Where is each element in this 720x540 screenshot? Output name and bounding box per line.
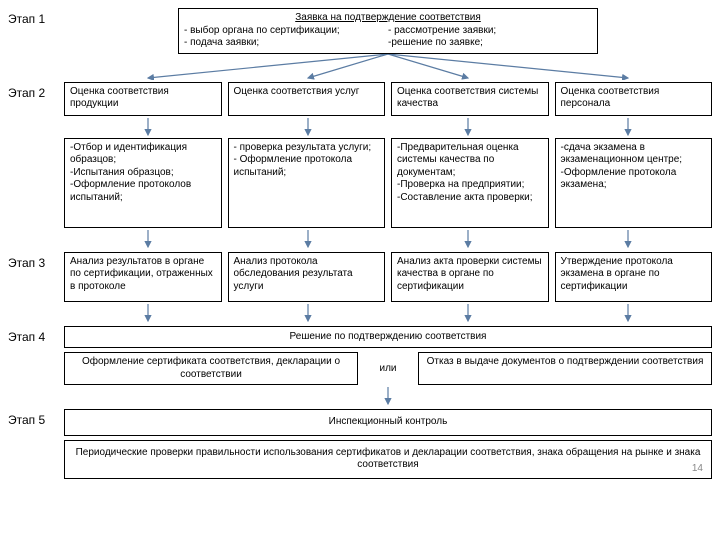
s2-detail-1: - проверка результата услуги; - Оформлен… (228, 138, 386, 228)
stage-4-left: Оформление сертификата соответствия, дек… (64, 352, 358, 385)
arrows-s4 (64, 385, 712, 407)
stage-4-or: или (358, 352, 418, 385)
stage-2-details: -Отбор и идентификация образцов; -Испыта… (64, 138, 712, 228)
stage-4-right: Отказ в выдаче документов о подтверждени… (418, 352, 712, 385)
stage-5-body-text: Периодические проверки правильности испо… (76, 447, 701, 471)
s3-item-2: Анализ акта проверки системы качества в … (391, 252, 549, 302)
s3-item-3: Утверждение протокола экзамена в органе … (555, 252, 713, 302)
stage-1-row: Этап 1 Заявка на подтверждение соответст… (8, 8, 712, 80)
stage-4-title-box: Решение по подтверждению соответствия (64, 326, 712, 349)
s3-item-1: Анализ протокола обследования результата… (228, 252, 386, 302)
stage-1-right-col: - рассмотрение заявки; -решение по заявк… (388, 25, 592, 50)
stage-3-items: Анализ результатов в органе по сертифика… (64, 252, 712, 302)
stage-3-content: Анализ результатов в органе по сертифика… (64, 252, 712, 324)
stage-2-label: Этап 2 (8, 82, 64, 100)
stage-4-sub: Оформление сертификата соответствия, дек… (64, 352, 712, 385)
s2-header-1: Оценка соответствия услуг (228, 82, 386, 116)
s2-header-0: Оценка соответствия продукции (64, 82, 222, 116)
stage-5-label: Этап 5 (8, 409, 64, 427)
page-number: 14 (692, 463, 703, 476)
stage-4-content: Решение по подтверждению соответствия Оф… (64, 326, 712, 408)
stage-1-content: Заявка на подтверждение соответствия - в… (64, 8, 712, 80)
stage-5-row: Этап 5 Инспекционный контроль Периодичес… (8, 409, 712, 479)
s2-detail-3: -сдача экзамена в экзаменационном центре… (555, 138, 713, 228)
stage-1-box: Заявка на подтверждение соответствия - в… (178, 8, 598, 54)
stage-5-body-box: Периодические проверки правильности испо… (64, 440, 712, 479)
stage-3-row: Этап 3 Анализ результатов в органе по се… (8, 252, 712, 324)
stage-4-row: Этап 4 Решение по подтверждению соответс… (8, 326, 712, 408)
s2-header-3: Оценка соответствия персонала (555, 82, 713, 116)
stage-5-title-box: Инспекционный контроль (64, 409, 712, 436)
stage-2-row: Этап 2 Оценка соответствия продукции Оце… (8, 82, 712, 250)
stage-4-label: Этап 4 (8, 326, 64, 344)
stage-1-left-col: - выбор органа по сертификации; - подача… (184, 25, 388, 50)
s3-item-0: Анализ результатов в органе по сертифика… (64, 252, 222, 302)
arrows-s2b (64, 228, 712, 250)
arrows-s2a (64, 116, 712, 138)
fan-arrows-1 (64, 54, 712, 80)
stage-1-label: Этап 1 (8, 8, 64, 26)
stage-5-content: Инспекционный контроль Периодические про… (64, 409, 712, 479)
s2-header-2: Оценка соответствия системы качества (391, 82, 549, 116)
arrows-s3 (64, 302, 712, 324)
s2-detail-2: -Предварительная оценка системы качества… (391, 138, 549, 228)
stage-3-label: Этап 3 (8, 252, 64, 270)
stage-1-title: Заявка на подтверждение соответствия (184, 12, 592, 25)
s2-detail-0: -Отбор и идентификация образцов; -Испыта… (64, 138, 222, 228)
stage-2-headers: Оценка соответствия продукции Оценка соо… (64, 82, 712, 116)
stage-2-content: Оценка соответствия продукции Оценка соо… (64, 82, 712, 250)
